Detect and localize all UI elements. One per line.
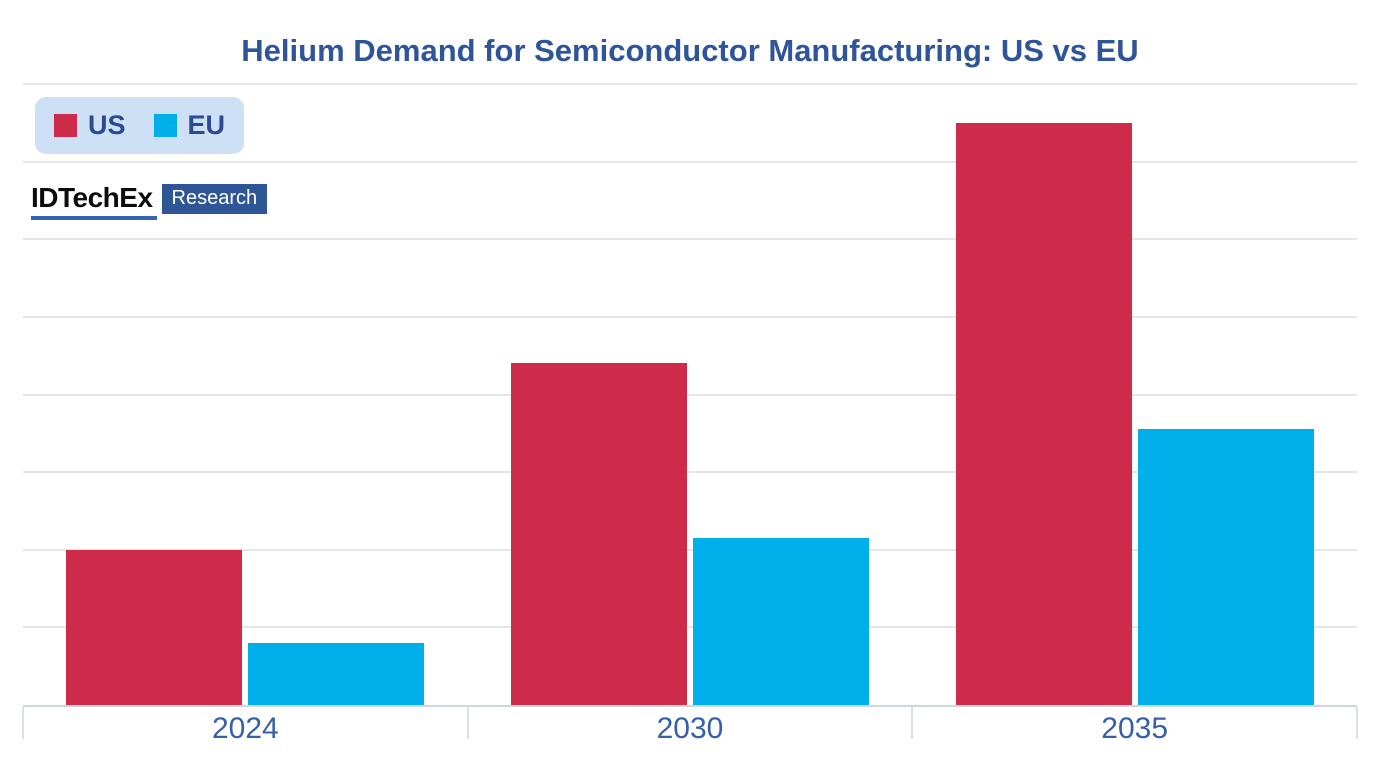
- x-axis: 2024 2030 2035: [22, 707, 1358, 753]
- bar-group-2030: [468, 84, 913, 705]
- gridline: [23, 393, 1357, 396]
- x-axis-cell-2035: 2035: [911, 707, 1357, 753]
- gridline: [23, 626, 1357, 629]
- idtechex-logo: IDTechEx Research: [31, 184, 268, 220]
- bar-group-2024: [23, 84, 468, 705]
- chart-title: Helium Demand for Semiconductor Manufact…: [241, 33, 1139, 68]
- bar-eu-2030: [693, 538, 869, 705]
- eu-series-swatch-icon: [153, 114, 177, 137]
- gridline: [23, 315, 1357, 318]
- legend: US EU: [35, 97, 245, 154]
- gridline: [23, 160, 1357, 163]
- x-axis-cell-2030: 2030: [466, 707, 913, 753]
- gridline: [23, 548, 1357, 551]
- legend-label-eu: EU: [187, 110, 226, 140]
- gridlines: [23, 83, 1357, 705]
- legend-label-us: US: [88, 110, 126, 140]
- x-axis-cell-2024: 2024: [22, 707, 468, 753]
- bar-us-2024: [66, 549, 243, 705]
- bar-groups: [23, 84, 1357, 705]
- bar-us-2030: [511, 363, 687, 705]
- legend-item-eu: EU: [153, 110, 226, 141]
- bar-eu-2035: [1137, 429, 1314, 705]
- bar-group-2035: [912, 84, 1357, 705]
- gridline: [23, 471, 1357, 474]
- brand-research-tag: Research: [161, 184, 268, 214]
- x-axis-label: 2030: [656, 712, 724, 745]
- brand-name: IDTechEx: [31, 184, 157, 220]
- bar-eu-2024: [248, 642, 425, 705]
- gridline: [23, 83, 1357, 85]
- gridline: [23, 238, 1357, 241]
- x-axis-label: 2024: [211, 712, 279, 745]
- x-axis-label: 2035: [1101, 712, 1169, 745]
- legend-item-us: US: [54, 110, 126, 141]
- bar-us-2035: [955, 122, 1132, 705]
- plot-area: [23, 83, 1357, 707]
- us-series-swatch-icon: [54, 114, 77, 137]
